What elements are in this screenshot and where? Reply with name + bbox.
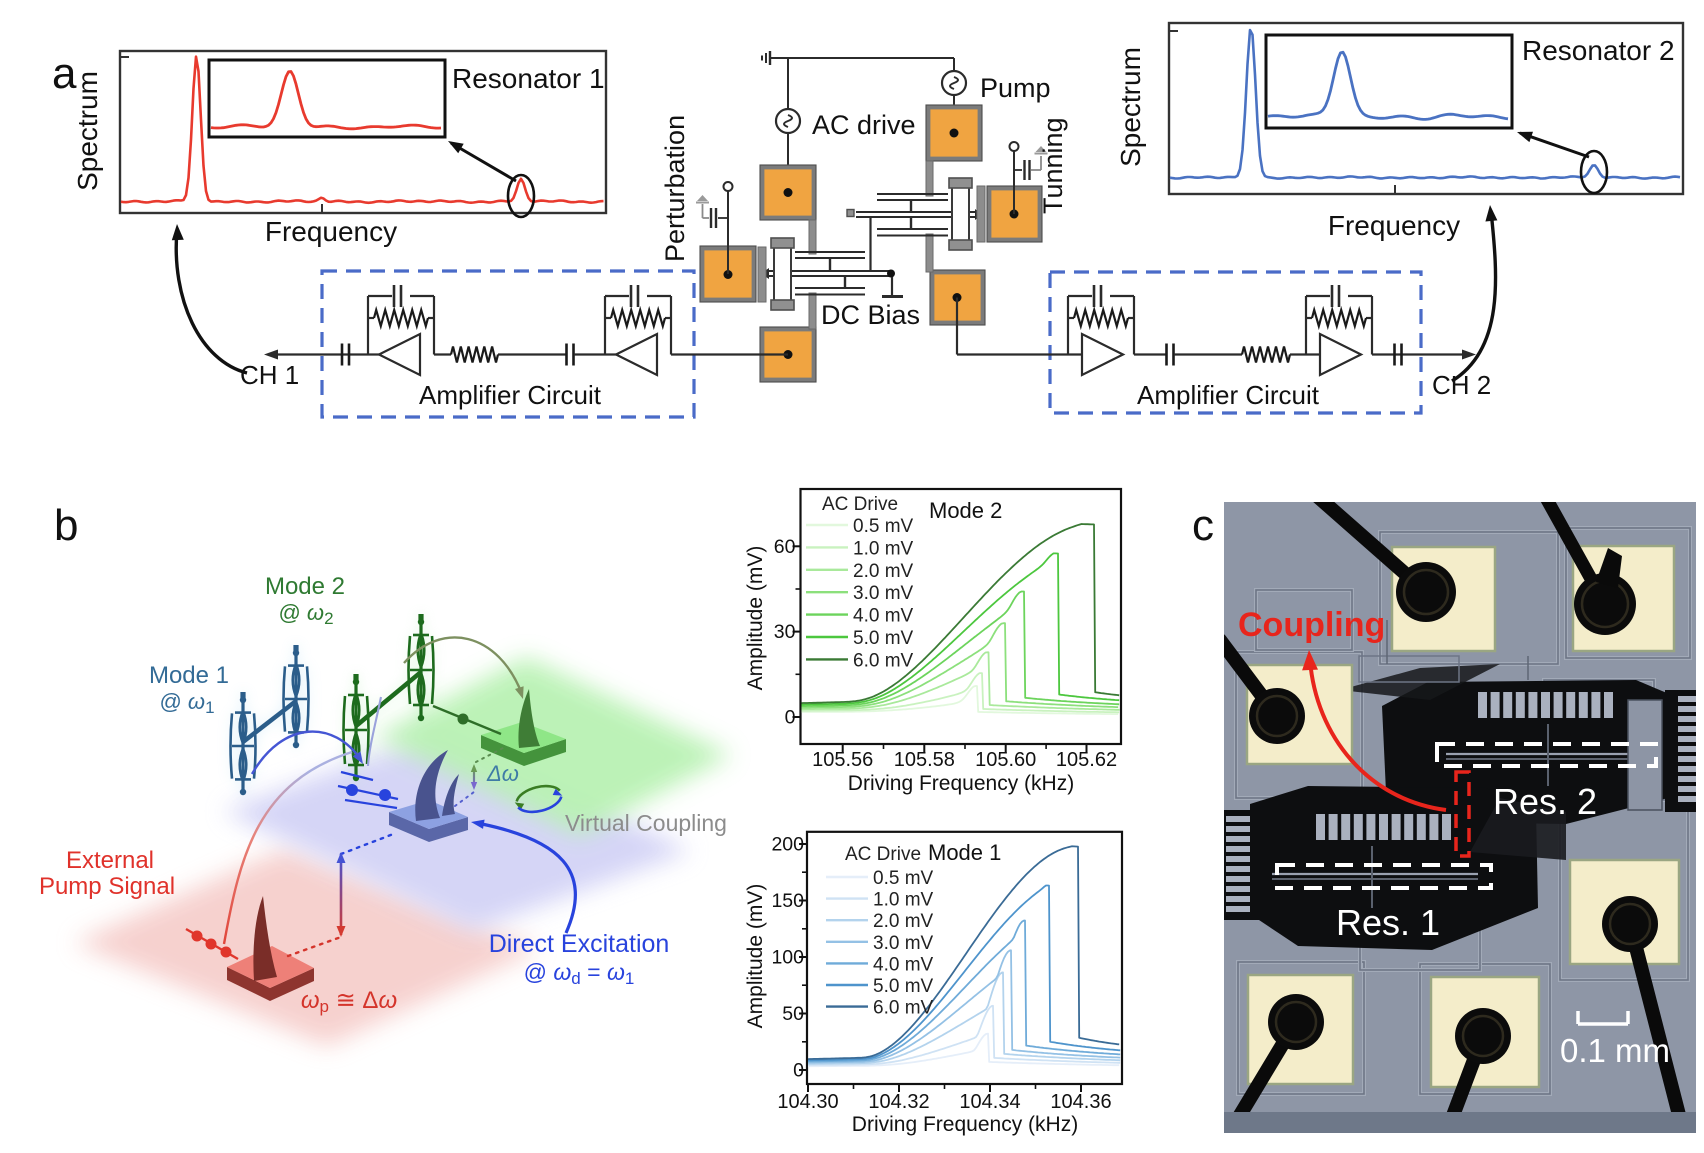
- svg-text:3.0 mV: 3.0 mV: [853, 583, 914, 604]
- svg-text:External: External: [66, 847, 154, 874]
- svg-text:Mode 1: Mode 1: [149, 662, 229, 689]
- svg-text:200: 200: [771, 834, 804, 856]
- svg-text:60: 60: [774, 536, 796, 558]
- svg-text:1.0 mV: 1.0 mV: [853, 538, 914, 559]
- svg-text:150: 150: [771, 890, 804, 912]
- svg-text:0.5 mV: 0.5 mV: [853, 516, 914, 537]
- svg-text:5.0 mV: 5.0 mV: [873, 976, 934, 997]
- svg-text:Frequency: Frequency: [265, 216, 397, 247]
- svg-text:Mode 1: Mode 1: [928, 840, 1001, 865]
- svg-text:Direct Excitation: Direct Excitation: [489, 930, 670, 958]
- svg-text:0.5 mV: 0.5 mV: [873, 868, 934, 889]
- svg-text:Resonator 1: Resonator 1: [452, 63, 605, 94]
- svg-text:ωp ≅ Δω: ωp ≅ Δω: [301, 987, 397, 1016]
- svg-text:Virtual Coupling: Virtual Coupling: [565, 810, 727, 836]
- svg-text:105.58: 105.58: [894, 749, 955, 771]
- svg-text:0: 0: [785, 707, 796, 729]
- svg-text:Pump Signal: Pump Signal: [39, 873, 175, 900]
- svg-text:30: 30: [774, 621, 796, 643]
- svg-text:5.0 mV: 5.0 mV: [853, 628, 914, 649]
- svg-text:104.36: 104.36: [1050, 1091, 1111, 1113]
- svg-text:AC Drive: AC Drive: [822, 494, 898, 515]
- svg-text:0.1 mm: 0.1 mm: [1560, 1032, 1670, 1069]
- svg-text:Res. 2: Res. 2: [1493, 781, 1597, 822]
- svg-text:CH 1: CH 1: [240, 360, 299, 390]
- svg-text:@ ωd = ω1: @ ωd = ω1: [524, 959, 635, 988]
- svg-text:AC drive: AC drive: [812, 110, 916, 140]
- svg-text:Frequency: Frequency: [1328, 210, 1460, 241]
- svg-text:6.0 mV: 6.0 mV: [853, 650, 914, 671]
- svg-text:DC Bias: DC Bias: [821, 300, 920, 330]
- svg-text:105.60: 105.60: [975, 749, 1036, 771]
- svg-text:Perturbation: Perturbation: [660, 115, 690, 262]
- svg-text:4.0 mV: 4.0 mV: [873, 954, 934, 975]
- svg-text:105.62: 105.62: [1056, 749, 1117, 771]
- svg-text:@ ω2: @ ω2: [278, 600, 333, 628]
- svg-text:Δω: Δω: [486, 761, 519, 786]
- svg-text:Amplitude (mV): Amplitude (mV): [744, 546, 767, 691]
- svg-text:3.0 mV: 3.0 mV: [873, 933, 934, 954]
- svg-text:CH 2: CH 2: [1432, 370, 1491, 400]
- svg-text:Mode 2: Mode 2: [265, 573, 345, 600]
- svg-text:Spectrum: Spectrum: [72, 71, 103, 191]
- svg-text:104.34: 104.34: [959, 1091, 1020, 1113]
- svg-text:Coupling: Coupling: [1238, 606, 1385, 644]
- svg-text:Mode 2: Mode 2: [929, 498, 1002, 523]
- svg-text:Amplifier Circuit: Amplifier Circuit: [1137, 380, 1320, 410]
- svg-text:104.30: 104.30: [777, 1091, 838, 1113]
- svg-text:2.0 mV: 2.0 mV: [853, 561, 914, 582]
- svg-text:Pump: Pump: [980, 73, 1051, 103]
- svg-text:2.0 mV: 2.0 mV: [873, 911, 934, 932]
- svg-text:b: b: [54, 501, 78, 550]
- svg-text:6.0 mV: 6.0 mV: [873, 998, 934, 1019]
- svg-text:0: 0: [793, 1060, 804, 1082]
- svg-text:AC Drive: AC Drive: [845, 844, 921, 865]
- svg-text:Amplifier Circuit: Amplifier Circuit: [419, 380, 602, 410]
- svg-text:104.32: 104.32: [868, 1091, 929, 1113]
- svg-text:Res. 1: Res. 1: [1336, 902, 1440, 943]
- svg-text:100: 100: [771, 947, 804, 969]
- svg-text:4.0 mV: 4.0 mV: [853, 606, 914, 627]
- svg-text:c: c: [1192, 501, 1214, 550]
- svg-text:105.56: 105.56: [812, 749, 873, 771]
- svg-text:50: 50: [782, 1003, 804, 1025]
- svg-text:Amplitude (mV): Amplitude (mV): [744, 884, 767, 1029]
- svg-text:Resonator 2: Resonator 2: [1522, 35, 1675, 66]
- svg-text:1.0 mV: 1.0 mV: [873, 890, 934, 911]
- svg-text:Spectrum: Spectrum: [1115, 47, 1146, 167]
- svg-text:a: a: [52, 49, 77, 98]
- svg-text:Driving Frequency (kHz): Driving Frequency (kHz): [848, 772, 1074, 795]
- svg-text:Tunning: Tunning: [1038, 117, 1068, 214]
- svg-text:Driving Frequency (kHz): Driving Frequency (kHz): [852, 1113, 1078, 1136]
